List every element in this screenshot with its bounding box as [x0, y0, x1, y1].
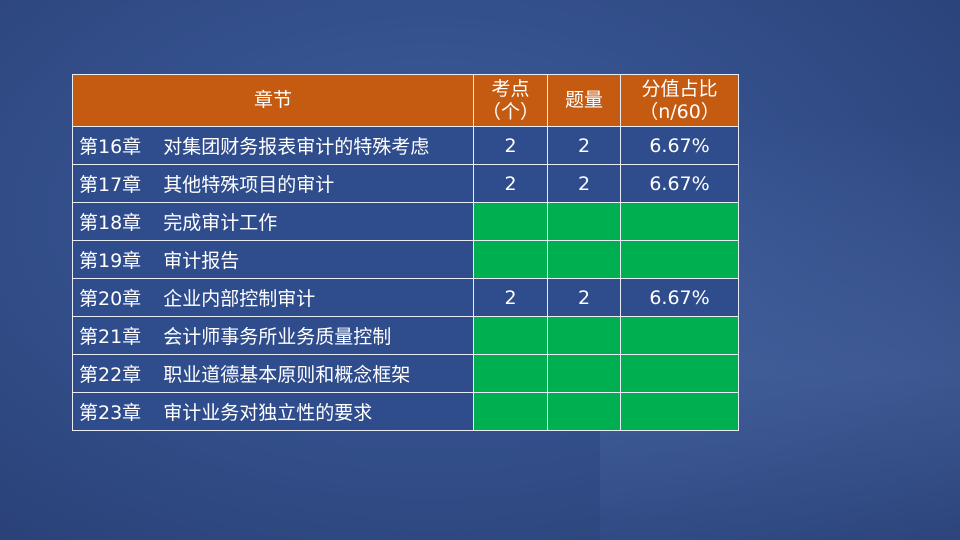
points-cell: 2: [473, 278, 548, 317]
questions-cell: 2: [547, 278, 621, 317]
header-ratio-line1: 分值占比: [641, 77, 718, 100]
table-row: 第20章 企业内部控制审计 2 2 6.67%: [72, 278, 739, 317]
table-row: 第19章 审计报告: [72, 240, 739, 279]
chapter-title: 完成审计工作: [163, 212, 278, 234]
questions-cell: [547, 316, 621, 355]
header-ratio-line2: （n/60）: [639, 100, 720, 123]
header-chapter: 章节: [72, 74, 474, 127]
chapter-cell: 第17章 其他特殊项目的审计: [72, 164, 474, 203]
chapter-title: 企业内部控制审计: [163, 288, 316, 310]
header-row: 章节 考点 （个） 题量 分值占比 （n/60）: [72, 74, 739, 127]
ratio-cell: [620, 202, 739, 241]
header-ratio: 分值占比 （n/60）: [620, 74, 739, 127]
table-row: 第18章 完成审计工作: [72, 202, 739, 241]
header-points-line1: 考点: [491, 77, 530, 100]
header-questions: 题量: [547, 74, 621, 127]
chapter-cell: 第18章 完成审计工作: [72, 202, 474, 241]
table-row: 第16章 对集团财务报表审计的特殊考虑 2 2 6.67%: [72, 126, 739, 165]
table-row: 第17章 其他特殊项目的审计 2 2 6.67%: [72, 164, 739, 203]
chapter-cell: 第21章 会计师事务所业务质量控制: [72, 316, 474, 355]
questions-cell: 2: [547, 126, 621, 165]
questions-cell: [547, 202, 621, 241]
chapter-title: 审计业务对独立性的要求: [163, 402, 373, 424]
ratio-cell: 6.67%: [620, 126, 739, 165]
ratio-cell: 6.67%: [620, 278, 739, 317]
ratio-cell: 6.67%: [620, 164, 739, 203]
chapter-number: 第22章: [79, 364, 142, 386]
header-points-line2: （个）: [481, 100, 539, 123]
points-cell: [473, 202, 548, 241]
points-cell: 2: [473, 126, 548, 165]
chapter-title: 其他特殊项目的审计: [163, 174, 335, 196]
table-row: 第23章 审计业务对独立性的要求: [72, 392, 739, 431]
chapter-number: 第21章: [79, 326, 142, 348]
chapter-cell: 第23章 审计业务对独立性的要求: [72, 392, 474, 431]
questions-cell: [547, 240, 621, 279]
chapter-number: 第19章: [79, 250, 142, 272]
points-cell: [473, 354, 548, 393]
chapter-cell: 第20章 企业内部控制审计: [72, 278, 474, 317]
chapter-number: 第18章: [79, 212, 142, 234]
chapter-cell: 第19章 审计报告: [72, 240, 474, 279]
points-cell: [473, 240, 548, 279]
header-points: 考点 （个）: [473, 74, 548, 127]
ratio-cell: [620, 240, 739, 279]
chapter-cell: 第16章 对集团财务报表审计的特殊考虑: [72, 126, 474, 165]
ratio-cell: [620, 316, 739, 355]
table-row: 第22章 职业道德基本原则和概念框架: [72, 354, 739, 393]
chapter-cell: 第22章 职业道德基本原则和概念框架: [72, 354, 474, 393]
chapter-title: 审计报告: [163, 250, 240, 272]
chapter-number: 第23章: [79, 402, 142, 424]
ratio-cell: [620, 354, 739, 393]
points-cell: [473, 316, 548, 355]
chapter-number: 第16章: [79, 136, 142, 158]
questions-cell: [547, 392, 621, 431]
questions-cell: [547, 354, 621, 393]
chapter-number: 第17章: [79, 174, 142, 196]
ratio-cell: [620, 392, 739, 431]
chapter-table: 章节 考点 （个） 题量 分值占比 （n/60） 第16章 对集团财务报表审计的特殊考…: [72, 74, 739, 431]
points-cell: 2: [473, 164, 548, 203]
points-cell: [473, 392, 548, 431]
questions-cell: 2: [547, 164, 621, 203]
table-row: 第21章 会计师事务所业务质量控制: [72, 316, 739, 355]
chapter-number: 第20章: [79, 288, 142, 310]
chapter-title: 会计师事务所业务质量控制: [163, 326, 392, 348]
chapter-title: 对集团财务报表审计的特殊考虑: [163, 136, 430, 158]
chapter-title: 职业道德基本原则和概念框架: [163, 364, 411, 386]
